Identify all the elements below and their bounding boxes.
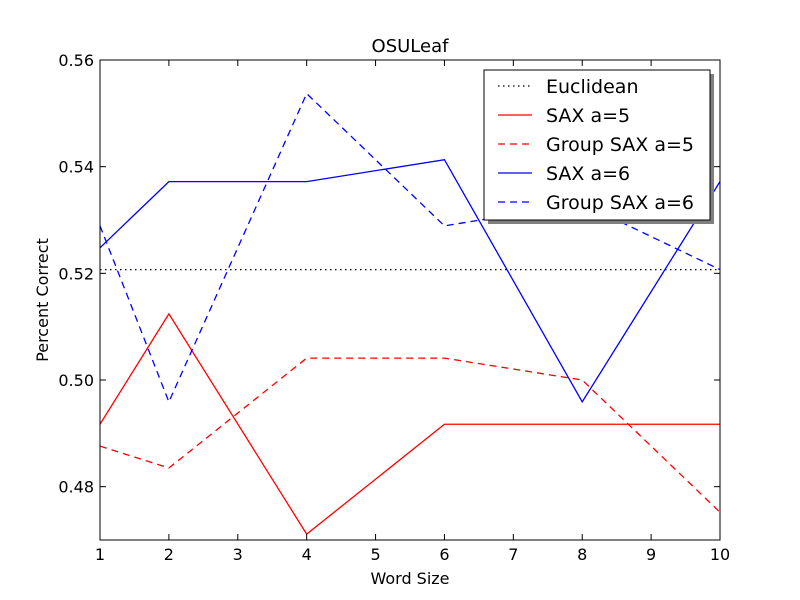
ticks-layer: 1 2 3 4 5 6 7 8 9 10 0.48 0.50 0.52 0.54 0.56 — [58, 51, 730, 564]
x-tick-label: 1 — [95, 545, 105, 564]
x-tick-label: 9 — [646, 545, 656, 564]
legend-label: SAX a=6 — [546, 163, 630, 185]
y-tick-label: 0.50 — [58, 371, 94, 390]
x-tick-label: 10 — [710, 545, 730, 564]
x-tick-label: 8 — [577, 545, 587, 564]
series-line-4 — [100, 159, 720, 404]
x-axis-label: Word Size — [370, 569, 449, 588]
legend: Euclidean SAX a=5 Group SAX a=5 SAX a=6 Grou… — [483, 69, 714, 224]
x-tick-label: 2 — [164, 545, 174, 564]
y-tick-label: 0.56 — [58, 51, 94, 70]
legend-label: Euclidean — [546, 76, 639, 98]
legend-label: Group SAX a=6 — [546, 192, 694, 214]
y-axis-label: Percent Correct — [33, 238, 52, 362]
chart-title: OSULeaf — [372, 36, 450, 57]
x-tick-label: 3 — [233, 545, 243, 564]
x-tick-label: 6 — [439, 545, 449, 564]
legend-box — [483, 69, 711, 221]
x-tick-label: 4 — [302, 545, 312, 564]
series-line-3 — [100, 357, 720, 513]
plot-frame — [99, 59, 721, 541]
x-tick-label: 5 — [370, 545, 380, 564]
legend-label: Group SAX a=5 — [546, 134, 694, 156]
y-tick-label: 0.52 — [58, 264, 94, 283]
y-tick-label: 0.54 — [58, 158, 94, 177]
x-tick-label: 7 — [508, 545, 518, 564]
y-tick-label: 0.48 — [58, 478, 94, 497]
legend-label: SAX a=5 — [546, 105, 630, 127]
series-line-2 — [100, 312, 720, 536]
